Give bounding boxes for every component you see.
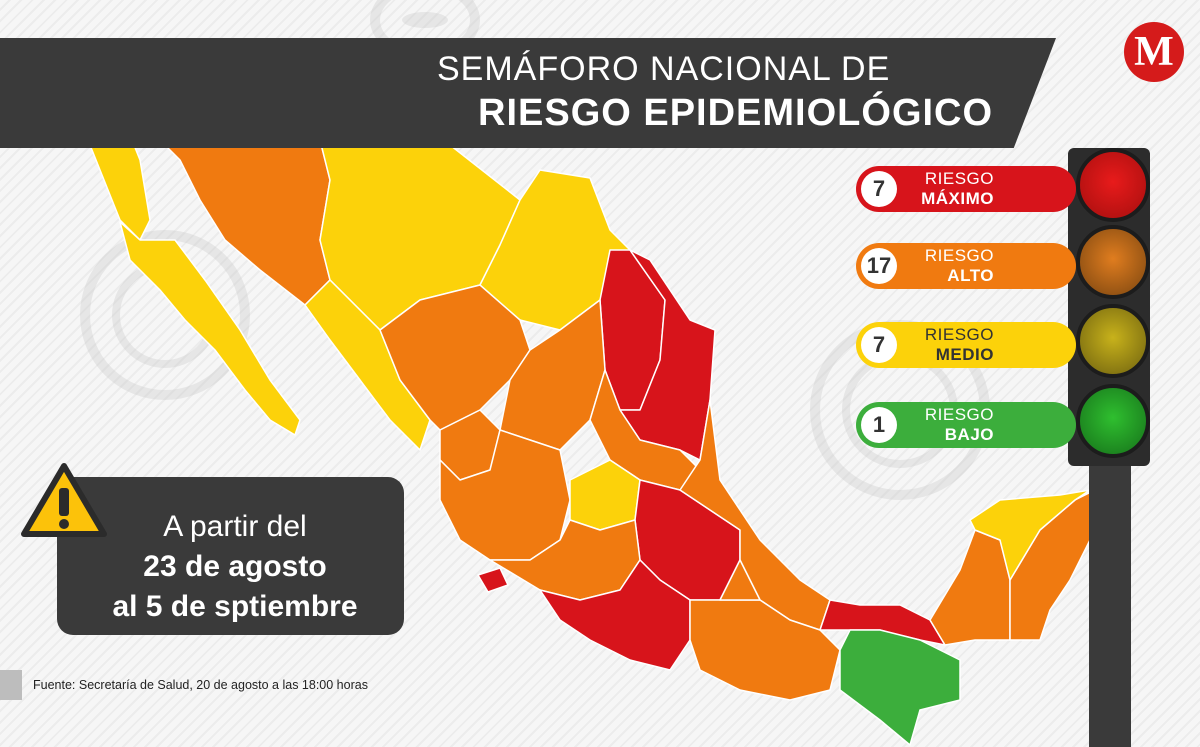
milenio-logo: M — [1124, 22, 1184, 82]
legend-level-bajo: BAJO — [944, 425, 994, 444]
notice-line-3: al 5 de sptiembre — [112, 590, 358, 623]
traffic-light-red-lamp — [1076, 148, 1150, 222]
notice-line-1: A partir del — [163, 510, 307, 543]
title-line-1: SEMÁFORO NACIONAL DE — [437, 50, 891, 88]
traffic-light-orange-lamp — [1076, 225, 1150, 299]
source-text: Fuente: Secretaría de Salud, 20 de agost… — [33, 678, 368, 692]
date-notice-text: A partir del 23 de agosto al 5 de sptiem… — [80, 507, 390, 627]
source-marker — [0, 670, 22, 700]
legend-count-bajo: 1 — [861, 407, 897, 443]
legend-count-medio: 7 — [861, 327, 897, 363]
state-chiapas[interactable] — [839, 629, 961, 746]
state-colima[interactable] — [477, 567, 509, 593]
legend-prefix-bajo: RIESGO — [924, 405, 994, 424]
state-baja-california-sur[interactable] — [119, 221, 301, 436]
title-line-2: RIESGO EPIDEMIOLÓGICO — [478, 92, 994, 134]
legend-level-alto: ALTO — [947, 266, 994, 285]
legend-count-maximo: 7 — [861, 171, 897, 207]
legend-item-bajo: 1 RIESGO BAJO — [856, 402, 1076, 448]
traffic-light-green-lamp — [1076, 384, 1150, 458]
traffic-light-pole — [1089, 440, 1131, 747]
warning-icon — [21, 463, 107, 537]
traffic-light-yellow-lamp — [1076, 304, 1150, 378]
date-notice-box — [57, 477, 404, 635]
title-banner — [0, 38, 1056, 148]
state-puebla[interactable] — [719, 559, 761, 601]
legend-count-alto: 17 — [861, 248, 897, 284]
legend-level-maximo: MÁXIMO — [921, 189, 994, 208]
state-yucatan[interactable] — [969, 489, 1091, 581]
legend-item-alto: 17 RIESGO ALTO — [856, 243, 1076, 289]
legend-prefix-maximo: RIESGO — [924, 169, 994, 188]
legend-level-medio: MEDIO — [935, 345, 994, 364]
legend-item-medio: 7 RIESGO MEDIO — [856, 322, 1076, 368]
notice-line-2: 23 de agosto — [143, 550, 327, 583]
state-tabasco[interactable] — [819, 599, 946, 646]
legend-item-maximo: 7 RIESGO MÁXIMO — [856, 166, 1076, 212]
state-campeche[interactable] — [929, 529, 1011, 646]
legend-prefix-medio: RIESGO — [924, 325, 994, 344]
legend-prefix-alto: RIESGO — [924, 246, 994, 265]
